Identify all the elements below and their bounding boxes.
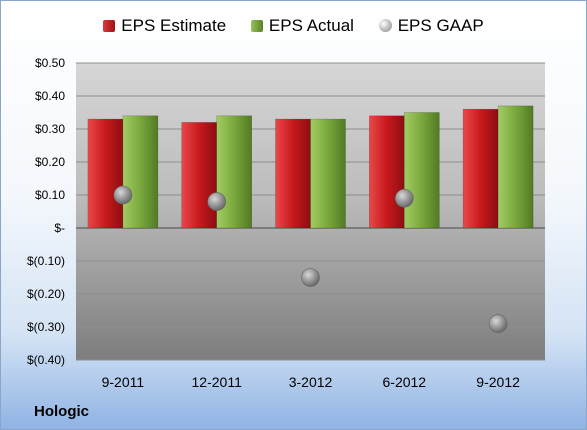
y-tick-label: $(0.30) (27, 320, 65, 334)
y-tick-label: $0.40 (35, 89, 65, 103)
point-eps-gaap (488, 314, 508, 334)
point-eps-gaap (207, 192, 226, 211)
bar-eps-estimate (368, 115, 405, 229)
company-name: Hologic (34, 403, 89, 420)
x-tick-label: 12-2011 (192, 374, 243, 390)
bar-eps-estimate (87, 118, 124, 229)
x-tick-label: 6-2012 (383, 374, 427, 390)
legend-marker-gaap (378, 18, 392, 32)
legend-label-gaap: EPS GAAP (397, 15, 484, 35)
y-tick-label: $- (54, 221, 65, 235)
y-tick-label: $(0.20) (27, 287, 65, 301)
legend-item-gaap: EPS GAAP (378, 15, 484, 36)
point-eps-gaap (113, 185, 133, 205)
point-eps-gaap (301, 268, 320, 287)
legend-label-estimate: EPS Estimate (121, 15, 227, 35)
point-eps-gaap (394, 189, 414, 208)
bar-eps-actual (497, 105, 534, 229)
bar-eps-actual (310, 118, 346, 229)
bars (87, 105, 534, 229)
legend-label-actual: EPS Actual (268, 15, 354, 35)
x-tick-label: 9-2012 (476, 374, 520, 390)
legend-swatch-actual (250, 19, 263, 32)
legend-item-estimate: EPS Estimate (103, 16, 226, 36)
legend-item-actual: EPS Actual (250, 15, 354, 36)
y-tick-label: $(0.40) (27, 353, 65, 367)
bar-eps-actual (403, 112, 440, 229)
bar-eps-actual (216, 115, 252, 229)
y-tick-label: $(0.10) (27, 254, 65, 268)
x-tick-label: 9-2011 (102, 374, 145, 390)
legend: EPS Estimate EPS Actual EPS GAAP (1, 15, 586, 36)
bar-eps-estimate (462, 108, 499, 229)
x-tick-label: 3-2012 (289, 374, 333, 390)
y-tick-label: $0.30 (35, 122, 65, 136)
bar-eps-estimate (181, 122, 217, 229)
y-tick-label: $0.10 (35, 188, 65, 202)
y-axis: $0.50 $0.40 $0.30 $0.20 $0.10 $- $(0.10) $(0.20… (27, 56, 65, 367)
gaap-points (113, 185, 508, 334)
legend-swatch-estimate (103, 19, 116, 32)
y-tick-label: $0.20 (35, 155, 65, 169)
bar-eps-estimate (275, 118, 311, 229)
x-axis: 9-2011 12-2011 3-2012 6-2012 9-2012 (102, 374, 520, 390)
y-tick-label: $0.50 (35, 56, 65, 70)
bar-eps-actual (122, 115, 159, 229)
